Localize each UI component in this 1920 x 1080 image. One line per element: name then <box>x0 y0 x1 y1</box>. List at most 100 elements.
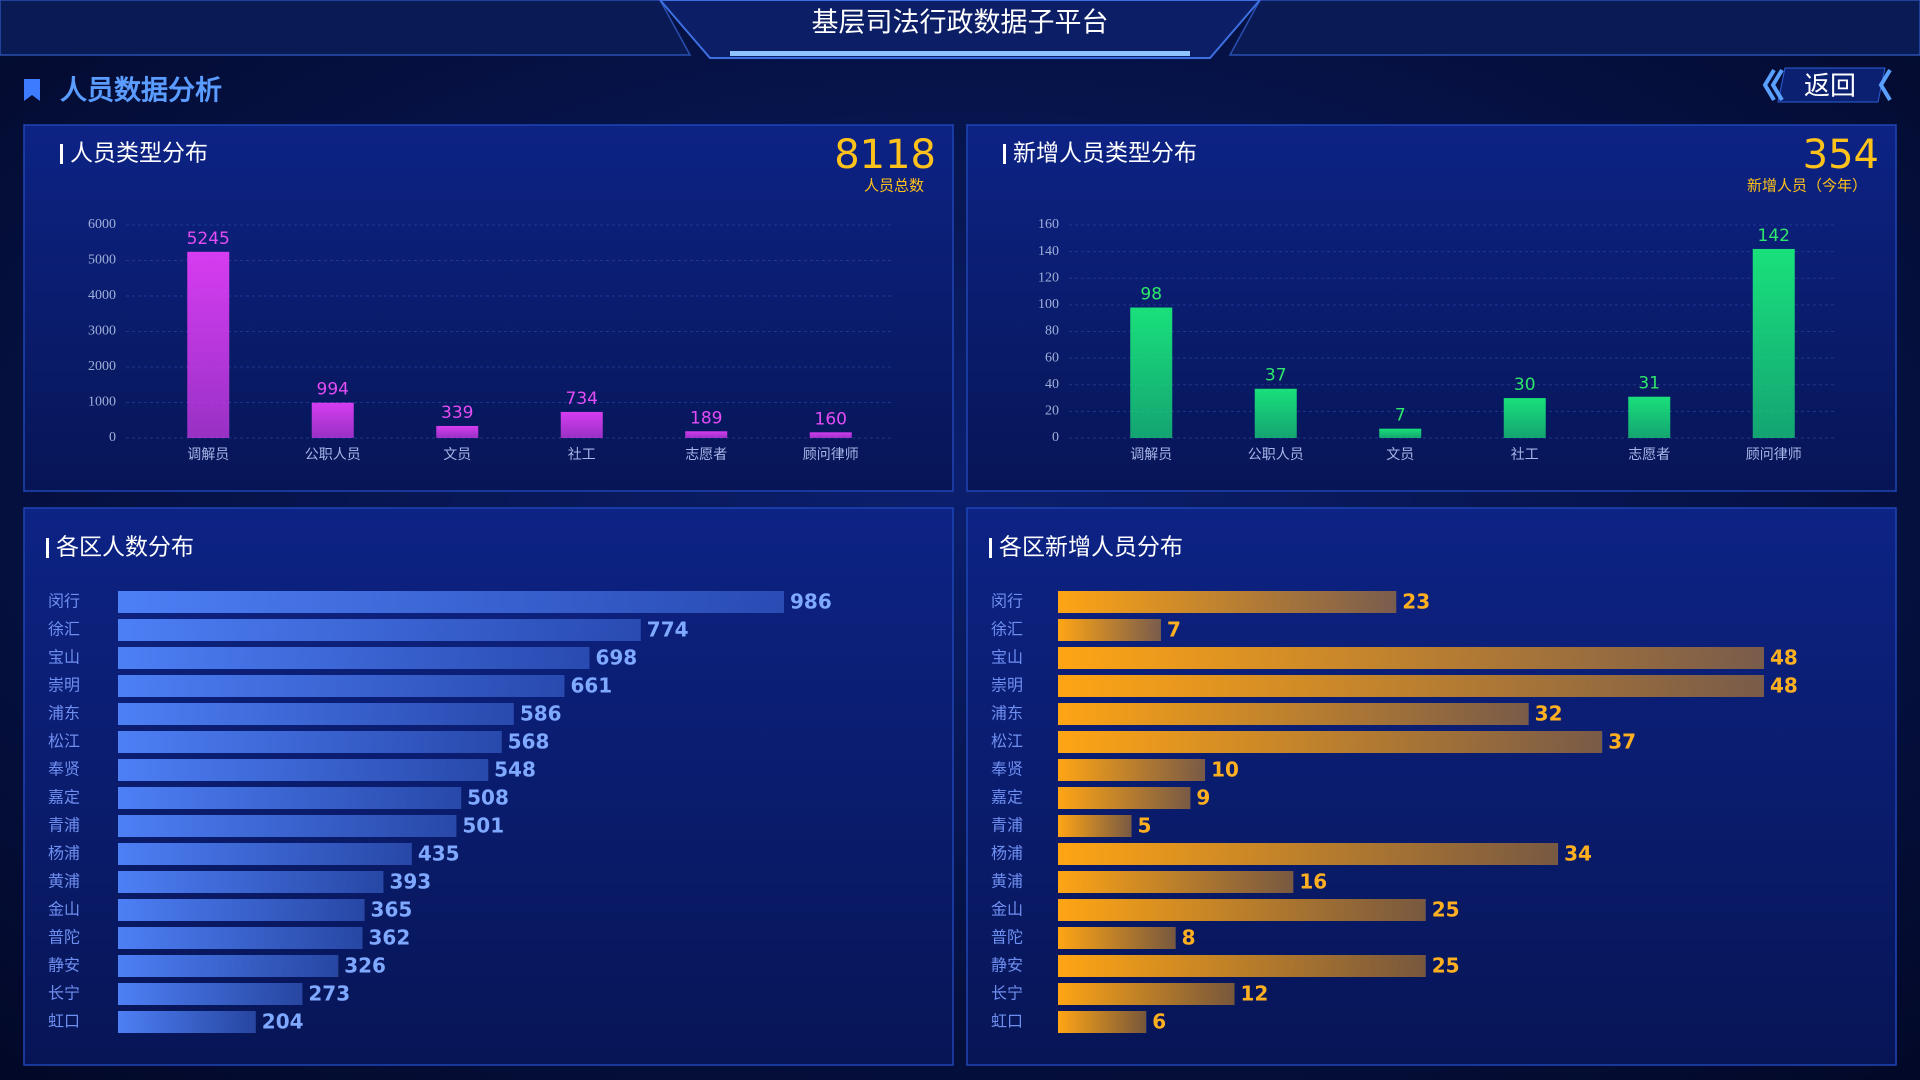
y-tick-label: 140 <box>1038 244 1059 259</box>
bar <box>1058 843 1559 865</box>
value-label: 986 <box>790 590 832 614</box>
back-label[interactable]: 返回 <box>1804 72 1856 102</box>
back-button[interactable]: 返回 <box>1762 67 1892 103</box>
x-tick-label: 志愿者 <box>1628 447 1670 463</box>
bar <box>1058 647 1764 669</box>
x-tick-label: 社工 <box>1511 447 1539 463</box>
x-tick-label: 社工 <box>568 447 596 463</box>
value-label: 7 <box>1395 406 1406 426</box>
back-frame[interactable] <box>1777 67 1886 103</box>
value-label: 12 <box>1241 982 1269 1006</box>
value-label: 273 <box>308 982 350 1006</box>
bar <box>1058 675 1764 697</box>
bar <box>1628 396 1671 438</box>
page-title: 基层司法行政数据子平台 <box>812 8 1109 39</box>
category-label: 静安 <box>48 956 80 975</box>
category-label: 黄浦 <box>991 872 1023 891</box>
chart-title: 各区人数分布 <box>56 535 194 561</box>
bar <box>118 787 462 809</box>
x-tick-label: 文员 <box>443 447 471 463</box>
value-label: 23 <box>1402 590 1430 614</box>
y-tick-label: 1000 <box>88 395 116 410</box>
category-label: 崇明 <box>48 676 80 695</box>
back-chevrons <box>1762 68 1892 102</box>
bar <box>1058 871 1294 893</box>
value-label: 698 <box>595 646 637 670</box>
value-label: 362 <box>369 926 411 950</box>
bar <box>1058 815 1132 837</box>
category-label: 青浦 <box>991 816 1023 835</box>
bar <box>560 411 603 438</box>
category-label: 普陀 <box>48 928 80 947</box>
category-label: 普陀 <box>991 928 1023 947</box>
bar <box>1752 248 1795 438</box>
category-label: 静安 <box>991 956 1023 975</box>
y-tick-label: 100 <box>1038 297 1059 312</box>
bar <box>118 927 363 949</box>
category-label: 长宁 <box>48 984 80 1003</box>
value-label: 25 <box>1432 898 1460 922</box>
value-label: 393 <box>389 870 431 894</box>
value-label: 98 <box>1140 285 1162 305</box>
value-label: 774 <box>647 618 689 642</box>
chart-total: 354 <box>1803 132 1879 178</box>
x-tick-label: 调解员 <box>1130 447 1172 463</box>
bar <box>1058 703 1529 725</box>
bar <box>118 591 784 613</box>
header-glow <box>730 51 1190 56</box>
chart-total: 8118 <box>834 132 936 178</box>
bar <box>118 871 384 893</box>
bar <box>118 731 502 753</box>
bar <box>187 251 230 438</box>
category-label: 杨浦 <box>48 844 80 863</box>
value-label: 508 <box>467 786 509 810</box>
category-label: 青浦 <box>48 816 80 835</box>
category-label: 奉贤 <box>991 760 1023 779</box>
bar <box>1503 398 1546 438</box>
category-label: 浦东 <box>991 704 1023 723</box>
value-label: 204 <box>262 1010 304 1034</box>
category-label: 松江 <box>991 732 1023 751</box>
bar <box>1058 787 1191 809</box>
category-label: 宝山 <box>991 648 1023 667</box>
title-marker <box>60 144 63 164</box>
chart-title: 人员类型分布 <box>70 141 208 167</box>
chart-title: 各区新增人员分布 <box>999 535 1183 561</box>
category-label: 长宁 <box>991 984 1023 1003</box>
bar <box>809 432 852 438</box>
bar <box>118 675 565 697</box>
x-tick-label: 顾问律师 <box>803 447 859 463</box>
bar <box>118 899 365 921</box>
value-label: 586 <box>520 702 562 726</box>
value-label: 548 <box>494 758 536 782</box>
category-label: 黄浦 <box>48 872 80 891</box>
category-label: 闵行 <box>991 592 1023 611</box>
value-label: 30 <box>1514 375 1536 395</box>
value-label: 31 <box>1638 374 1660 394</box>
y-tick-label: 20 <box>1045 404 1059 419</box>
bar <box>118 647 590 669</box>
bar <box>118 759 489 781</box>
y-tick-label: 4000 <box>88 288 116 303</box>
y-tick-label: 60 <box>1045 350 1059 365</box>
category-label: 金山 <box>991 900 1023 919</box>
value-label: 160 <box>815 409 847 429</box>
category-label: 闵行 <box>48 592 80 611</box>
bar <box>118 1011 256 1033</box>
section-title: 人员数据分析 <box>60 76 222 107</box>
bar <box>1058 731 1603 753</box>
category-label: 浦东 <box>48 704 80 723</box>
value-label: 994 <box>317 380 349 400</box>
bar <box>1130 307 1173 438</box>
panel-frame <box>966 124 1897 492</box>
bar <box>1058 591 1397 613</box>
value-label: 8 <box>1182 926 1196 950</box>
y-tick-label: 40 <box>1045 377 1059 392</box>
title-marker <box>989 538 992 558</box>
y-tick-label: 120 <box>1038 270 1059 285</box>
value-label: 16 <box>1299 870 1327 894</box>
section-icon <box>24 79 40 101</box>
